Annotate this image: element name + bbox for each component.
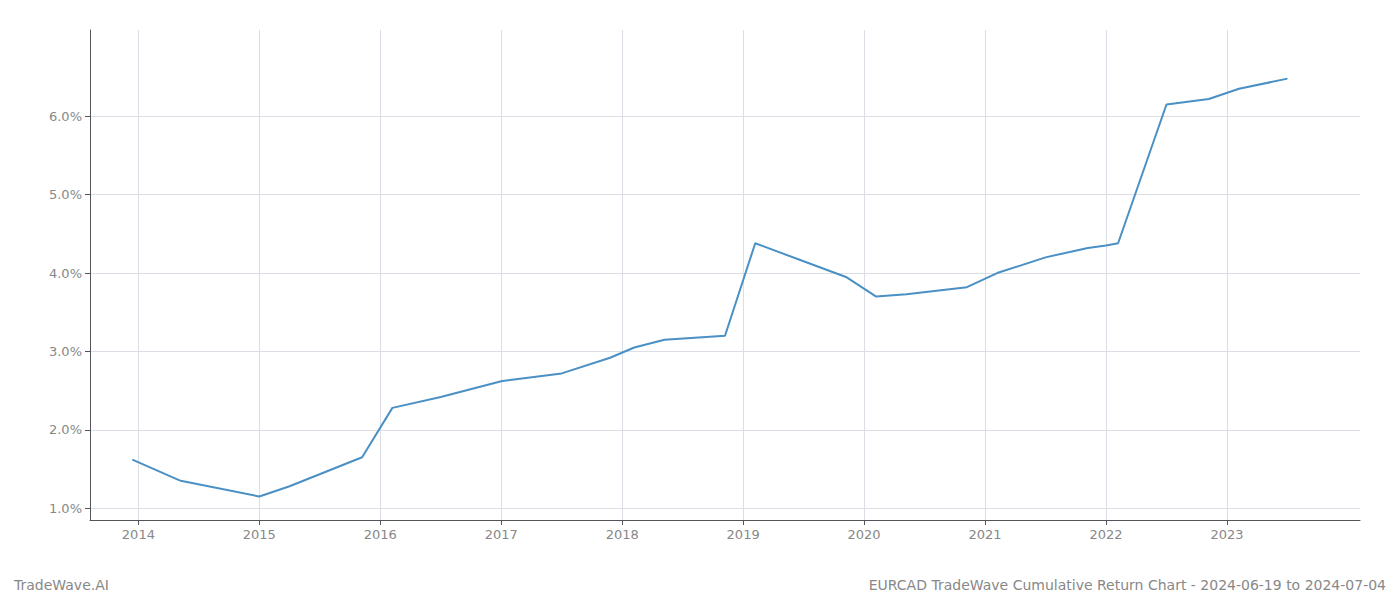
svg-text:1.0%: 1.0% xyxy=(49,501,82,516)
svg-text:6.0%: 6.0% xyxy=(49,109,82,124)
svg-text:2021: 2021 xyxy=(969,527,1002,542)
svg-text:4.0%: 4.0% xyxy=(49,266,82,281)
svg-text:TradeWave.AI: TradeWave.AI xyxy=(13,577,109,593)
svg-text:3.0%: 3.0% xyxy=(49,344,82,359)
svg-text:5.0%: 5.0% xyxy=(49,187,82,202)
svg-text:2.0%: 2.0% xyxy=(49,422,82,437)
svg-text:2015: 2015 xyxy=(243,527,276,542)
svg-text:2022: 2022 xyxy=(1089,527,1122,542)
svg-text:2019: 2019 xyxy=(727,527,760,542)
svg-text:2014: 2014 xyxy=(122,527,155,542)
svg-text:2016: 2016 xyxy=(364,527,397,542)
svg-text:2023: 2023 xyxy=(1210,527,1243,542)
svg-text:2017: 2017 xyxy=(485,527,518,542)
svg-text:2020: 2020 xyxy=(848,527,881,542)
svg-text:2018: 2018 xyxy=(606,527,639,542)
svg-text:EURCAD TradeWave Cumulative Re: EURCAD TradeWave Cumulative Return Chart… xyxy=(869,577,1386,593)
